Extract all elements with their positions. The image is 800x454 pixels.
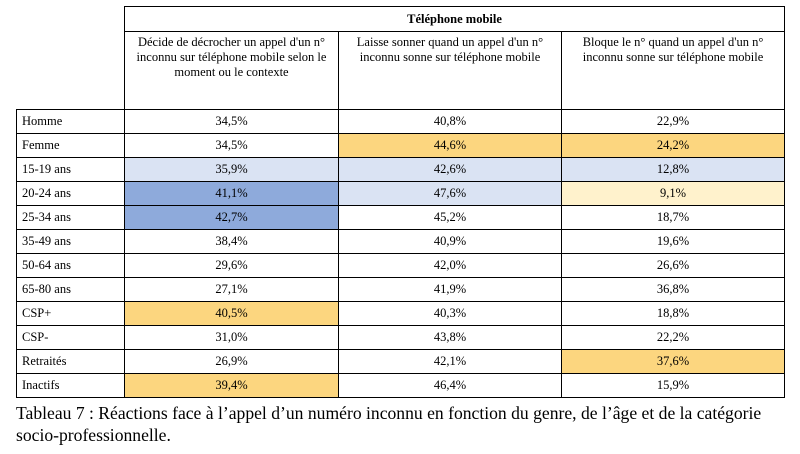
row-label: 20-24 ans <box>16 181 125 206</box>
table-row: Homme 34,5% 40,8% 22,9% <box>16 109 786 134</box>
table-row: Retraités 26,9% 42,1% 37,6% <box>16 349 786 374</box>
value-cell: 46,4% <box>338 373 562 398</box>
value-cell: 42,7% <box>124 205 339 230</box>
value-cell: 42,1% <box>338 349 562 374</box>
value-cell: 24,2% <box>560 133 786 158</box>
value-cell: 34,5% <box>124 133 339 158</box>
value-cell: 38,4% <box>124 229 339 254</box>
value-cell: 40,9% <box>338 229 562 254</box>
table-row: 15-19 ans 35,9% 42,6% 12,8% <box>16 157 786 182</box>
value-cell: 31,0% <box>124 325 339 350</box>
value-cell: 34,5% <box>124 109 339 134</box>
value-cell: 9,1% <box>560 181 786 206</box>
value-cell: 12,8% <box>560 157 786 182</box>
table-row: 20-24 ans 41,1% 47,6% 9,1% <box>16 181 786 206</box>
value-cell: 40,8% <box>338 109 562 134</box>
value-cell: 35,9% <box>124 157 339 182</box>
value-cell: 44,6% <box>338 133 562 158</box>
value-cell: 37,6% <box>560 349 786 374</box>
table-caption: Tableau 7 : Réactions face à l’appel d’u… <box>16 403 762 445</box>
table-row: Inactifs 39,4% 46,4% 15,9% <box>16 373 786 398</box>
row-label: Retraités <box>16 349 125 374</box>
value-cell: 19,6% <box>560 229 786 254</box>
table-row: 50-64 ans 29,6% 42,0% 26,6% <box>16 253 786 278</box>
value-cell: 18,7% <box>560 205 786 230</box>
row-label: Inactifs <box>16 373 125 398</box>
value-cell: 36,8% <box>560 277 786 302</box>
group-header: Téléphone mobile <box>123 6 786 32</box>
value-cell: 27,1% <box>124 277 339 302</box>
row-label: 15-19 ans <box>16 157 125 182</box>
row-label: Femme <box>16 133 125 158</box>
value-cell: 26,9% <box>124 349 339 374</box>
value-cell: 40,5% <box>124 301 339 326</box>
table-row: CSP+ 40,5% 40,3% 18,8% <box>16 301 786 326</box>
row-label: 35-49 ans <box>16 229 125 254</box>
table-row: Femme 34,5% 44,6% 24,2% <box>16 133 786 158</box>
value-cell: 47,6% <box>338 181 562 206</box>
row-label: CSP- <box>16 325 125 350</box>
value-cell: 42,6% <box>338 157 562 182</box>
results-table: Téléphone mobile Décide de décrocher un … <box>16 6 786 398</box>
table-row: 65-80 ans 27,1% 41,9% 36,8% <box>16 277 786 302</box>
row-label: Homme <box>16 109 125 134</box>
value-cell: 18,8% <box>560 301 786 326</box>
column-header-bloque: Bloque le n° quand un appel d'un n° inco… <box>560 31 786 110</box>
value-cell: 22,9% <box>560 109 786 134</box>
value-cell: 41,1% <box>124 181 339 206</box>
column-header-decide: Décide de décrocher un appel d'un n° inc… <box>124 31 339 110</box>
row-label: 50-64 ans <box>16 253 125 278</box>
value-cell: 43,8% <box>338 325 562 350</box>
column-header-row: Décide de décrocher un appel d'un n° inc… <box>17 31 786 110</box>
value-cell: 39,4% <box>124 373 339 398</box>
table-row: CSP- 31,0% 43,8% 22,2% <box>16 325 786 350</box>
value-cell: 42,0% <box>338 253 562 278</box>
table-row: 35-49 ans 38,4% 40,9% 19,6% <box>16 229 786 254</box>
value-cell: 45,2% <box>338 205 562 230</box>
corner-cell <box>16 6 125 110</box>
column-header-laisse-sonner: Laisse sonner quand un appel d'un n° inc… <box>338 31 562 110</box>
table-row: 25-34 ans 42,7% 45,2% 18,7% <box>16 205 786 230</box>
value-cell: 29,6% <box>124 253 339 278</box>
value-cell: 41,9% <box>338 277 562 302</box>
row-label: 65-80 ans <box>16 277 125 302</box>
row-label: CSP+ <box>16 301 125 326</box>
value-cell: 26,6% <box>560 253 786 278</box>
value-cell: 22,2% <box>560 325 786 350</box>
row-label: 25-34 ans <box>16 205 125 230</box>
value-cell: 15,9% <box>560 373 786 398</box>
group-header-row: Téléphone mobile <box>16 6 786 110</box>
value-cell: 40,3% <box>338 301 562 326</box>
